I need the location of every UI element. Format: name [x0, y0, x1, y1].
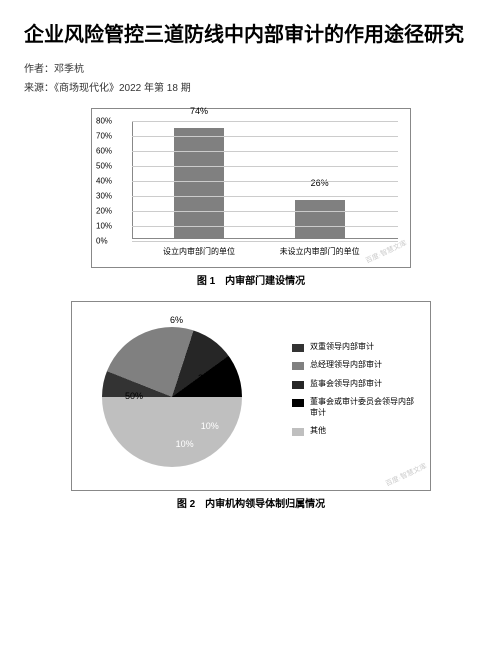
legend-item: 董事会或审计委员会领导内部审计	[292, 397, 420, 418]
pie-chart: 双重领导内部审计总经理领导内部审计监事会领导内部审计董事会或审计委员会领导内部审…	[71, 301, 431, 491]
chart1-caption: 图 1 内审部门建设情况	[24, 272, 478, 287]
y-tick-label: 50%	[96, 162, 112, 171]
gridline	[132, 166, 398, 167]
page-title: 企业风险管控三道防线中内部审计的作用途径研究	[24, 20, 478, 50]
legend-swatch	[292, 428, 304, 436]
y-tick-label: 80%	[96, 117, 112, 126]
legend-swatch	[292, 381, 304, 389]
y-tick-label: 40%	[96, 177, 112, 186]
bar-chart: 74%26% 百度·智慧文库 0%10%20%30%40%50%60%70%80…	[91, 108, 411, 268]
y-tick-label: 10%	[96, 222, 112, 231]
bar-value-label: 74%	[174, 106, 224, 116]
gridline	[132, 211, 398, 212]
legend-item: 总经理领导内部审计	[292, 360, 420, 370]
legend-label: 董事会或审计委员会领导内部审计	[310, 397, 420, 418]
gridline	[132, 226, 398, 227]
pie-slice-label: 6%	[170, 315, 183, 325]
legend: 双重领导内部审计总经理领导内部审计监事会领导内部审计董事会或审计委员会领导内部审…	[292, 342, 420, 444]
legend-label: 总经理领导内部审计	[310, 360, 382, 370]
plot-area: 74%26%	[132, 121, 398, 239]
y-tick-label: 0%	[96, 237, 108, 246]
chart2-caption: 图 2 内审机构领导体制归属情况	[24, 495, 478, 510]
x-category-label: 设立内审部门的单位	[139, 246, 259, 257]
y-tick-label: 60%	[96, 147, 112, 156]
legend-item: 监事会领导内部审计	[292, 379, 420, 389]
bar	[174, 128, 224, 239]
gridline	[132, 241, 398, 242]
gridline	[132, 181, 398, 182]
pie-slice-label: 24%	[198, 373, 216, 383]
gridline	[132, 121, 398, 122]
legend-label: 双重领导内部审计	[310, 342, 374, 352]
y-tick-label: 20%	[96, 207, 112, 216]
pie-graphic	[102, 327, 242, 467]
y-tick-label: 70%	[96, 132, 112, 141]
legend-swatch	[292, 344, 304, 352]
legend-swatch	[292, 362, 304, 370]
author-line: 作者：邓季杭	[24, 60, 478, 75]
bar	[295, 200, 345, 239]
x-category-label: 未设立内审部门的单位	[260, 246, 380, 257]
gridline	[132, 151, 398, 152]
gridline	[132, 196, 398, 197]
source-line: 来源：《商场现代化》2022 年第 18 期	[24, 79, 478, 94]
bar-value-label: 26%	[295, 178, 345, 188]
pie-slice-label: 10%	[201, 421, 219, 431]
legend-label: 监事会领导内部审计	[310, 379, 382, 389]
pie-slice-label: 10%	[176, 439, 194, 449]
watermark: 百度·智慧文库	[384, 461, 428, 489]
y-tick-label: 30%	[96, 192, 112, 201]
gridline	[132, 136, 398, 137]
legend-item: 双重领导内部审计	[292, 342, 420, 352]
legend-label: 其他	[310, 426, 326, 436]
legend-item: 其他	[292, 426, 420, 436]
pie-slice-label: 50%	[125, 391, 143, 401]
legend-swatch	[292, 399, 304, 407]
